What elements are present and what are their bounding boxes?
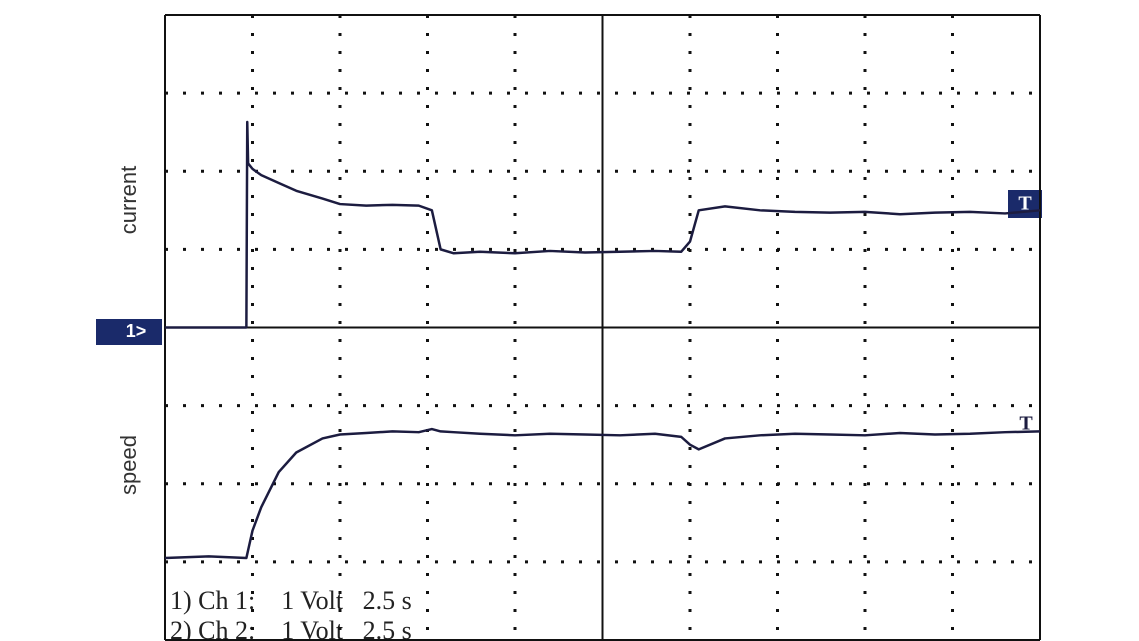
y-label: current bbox=[116, 166, 141, 234]
chart: current speed 1> T T 1) Ch 1: 1 Volt 2.5… bbox=[0, 0, 1139, 641]
background bbox=[0, 0, 1139, 641]
readout: 1) Ch 1: 1 Volt 2.5 s bbox=[170, 586, 412, 615]
y-label: speed bbox=[116, 435, 141, 495]
ground-marker: 1> bbox=[126, 321, 147, 341]
readout: 2) Ch 2: 1 Volt 2.5 s bbox=[170, 616, 412, 641]
